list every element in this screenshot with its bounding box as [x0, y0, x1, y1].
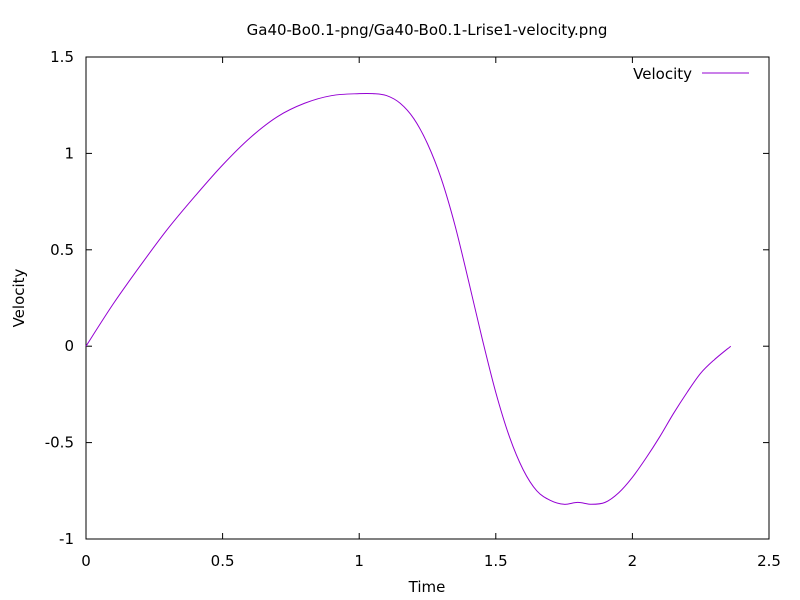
x-tick-label: 1.5 — [484, 552, 508, 570]
chart-title: Ga40-Bo0.1-png/Ga40-Bo0.1-Lrise1-velocit… — [247, 21, 608, 39]
y-tick-label: 1 — [64, 144, 74, 162]
x-tick-label: 2.5 — [757, 552, 781, 570]
y-axis-label: Velocity — [10, 268, 28, 327]
x-tick-label: 1 — [354, 552, 364, 570]
y-tick-label: 1.5 — [50, 48, 74, 66]
x-axis: 0 0.5 1 1.5 2 2.5 — [81, 57, 781, 570]
x-tick-label: 2 — [628, 552, 638, 570]
legend-label: Velocity — [633, 65, 692, 83]
y-tick-label: -0.5 — [45, 434, 74, 452]
legend: Velocity — [633, 65, 749, 83]
y-tick-label: 0.5 — [50, 241, 74, 259]
y-tick-label: -1 — [59, 530, 74, 548]
x-tick-label: 0.5 — [211, 552, 235, 570]
plot-frame — [85, 56, 770, 540]
x-axis-label: Time — [408, 578, 446, 596]
series-line-velocity — [85, 92, 732, 505]
y-axis: -1 -0.5 0 0.5 1 1.5 — [45, 48, 769, 548]
y-tick-label: 0 — [64, 337, 74, 355]
x-tick-label: 0 — [81, 552, 91, 570]
